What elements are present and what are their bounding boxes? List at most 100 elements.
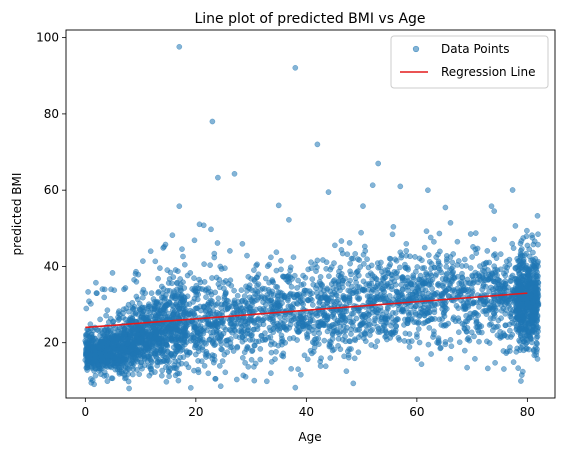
data-point [442, 204, 449, 211]
data-point [254, 291, 260, 297]
data-point [91, 368, 97, 374]
data-point [165, 280, 172, 286]
data-point [393, 288, 400, 295]
data-point [129, 306, 136, 312]
data-point [292, 384, 299, 391]
data-point [406, 331, 413, 337]
data-point [230, 348, 237, 354]
data-point [509, 187, 516, 193]
data-point [109, 375, 116, 382]
y-tick-label: 60 [44, 183, 59, 197]
data-point [492, 271, 498, 278]
data-point [476, 338, 482, 345]
data-point [502, 310, 509, 317]
data-point [531, 306, 538, 313]
data-point [480, 281, 487, 288]
data-point [414, 331, 420, 338]
data-point [300, 272, 306, 279]
data-point [534, 346, 540, 353]
plot-area [65, 29, 556, 399]
data-point [245, 327, 251, 334]
data-point [199, 347, 206, 353]
data-point [200, 303, 207, 310]
data-point [361, 319, 368, 325]
data-point [163, 364, 169, 371]
data-point [509, 240, 516, 247]
data-point [175, 268, 181, 275]
data-point [288, 283, 295, 290]
data-point [347, 260, 353, 267]
data-point [343, 368, 350, 375]
data-point [342, 275, 348, 282]
data-point [222, 369, 229, 376]
data-point [125, 378, 132, 385]
data-point [416, 282, 423, 289]
data-point [174, 286, 180, 293]
data-point [368, 288, 375, 295]
data-point [406, 344, 413, 350]
data-point [228, 321, 235, 327]
data-point [273, 249, 280, 256]
data-point [360, 286, 366, 293]
data-point [217, 383, 224, 390]
data-point [405, 287, 411, 294]
data-point [97, 350, 103, 357]
data-point [152, 258, 159, 265]
data-point [128, 344, 135, 351]
data-point [216, 329, 223, 336]
data-point [201, 279, 208, 285]
data-point [136, 337, 143, 344]
data-point [390, 310, 396, 316]
data-point [224, 306, 231, 312]
data-point [166, 373, 172, 380]
data-point [389, 286, 395, 293]
data-point [418, 361, 425, 368]
data-point [343, 308, 350, 315]
data-point [278, 332, 285, 339]
data-point [368, 293, 375, 300]
data-point [223, 337, 230, 344]
data-point [279, 290, 285, 297]
data-point [360, 278, 367, 285]
data-point [210, 322, 217, 329]
data-point [303, 321, 310, 327]
data-point [99, 330, 106, 337]
data-point [174, 279, 180, 286]
data-point [172, 365, 178, 371]
data-point [434, 281, 441, 288]
data-point [186, 301, 193, 307]
data-point [518, 319, 525, 326]
data-point [399, 286, 406, 293]
data-point [157, 265, 163, 271]
data-point [275, 342, 282, 349]
data-point [290, 254, 297, 261]
legend-label-regression-line: Regression Line [441, 65, 535, 79]
data-point [280, 273, 286, 280]
data-point [403, 247, 410, 254]
data-point [251, 377, 258, 384]
data-point [431, 331, 437, 338]
data-point [379, 325, 386, 331]
data-point [374, 324, 381, 330]
data-point [203, 286, 209, 293]
data-point [112, 354, 119, 361]
data-point [488, 203, 495, 210]
data-point [416, 312, 423, 319]
data-point [510, 359, 517, 365]
data-point [507, 344, 513, 351]
data-point [513, 326, 520, 333]
data-point [304, 356, 311, 363]
data-point [304, 296, 311, 303]
data-point [393, 323, 399, 330]
data-point [129, 300, 136, 306]
data-point [503, 350, 510, 356]
data-point [360, 251, 367, 258]
data-point [471, 333, 477, 340]
data-point [144, 329, 151, 336]
data-point [88, 300, 94, 307]
data-point [203, 294, 209, 300]
data-point [147, 248, 154, 255]
data-point [179, 314, 186, 320]
x-tick-label: 60 [409, 405, 424, 419]
data-point [215, 300, 221, 307]
